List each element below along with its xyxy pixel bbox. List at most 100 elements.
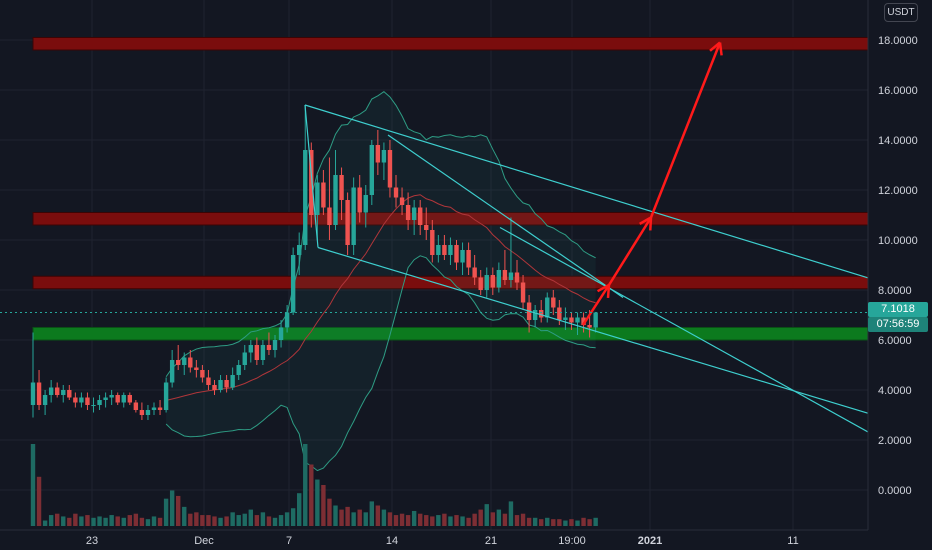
volume-bar (557, 519, 562, 526)
projection-arrow-segment (649, 42, 722, 218)
candle (478, 270, 483, 295)
candle (315, 175, 320, 240)
candle (139, 402, 145, 420)
candle-body (375, 145, 381, 163)
candle (357, 175, 362, 223)
volume-bar (442, 513, 447, 526)
candle (133, 400, 139, 413)
candle (405, 192, 411, 230)
volume-bar (206, 515, 211, 526)
candle (593, 312, 598, 333)
candle (448, 237, 453, 265)
candle (145, 405, 151, 420)
volume-bar (109, 515, 114, 526)
candle-body (278, 327, 284, 340)
arrow-head (649, 217, 653, 231)
volume-bar (133, 513, 139, 526)
zone-green (32, 327, 869, 341)
volume-bar (411, 510, 417, 526)
volume-bars (30, 444, 598, 526)
candle (297, 232, 302, 275)
x-tick-label: 2021 (638, 535, 662, 547)
volume-bar (188, 513, 193, 526)
candle-body (545, 297, 550, 318)
candle (545, 292, 550, 323)
y-tick-label: 0.0000 (878, 485, 912, 497)
candle-body (194, 367, 199, 370)
candle-body (127, 395, 132, 403)
candle (272, 335, 278, 358)
x-tick-label: 14 (386, 535, 398, 547)
volume-bar (260, 512, 266, 526)
candle-body (581, 317, 586, 325)
candle (496, 262, 502, 293)
volume-bar (236, 515, 241, 526)
candle (508, 217, 514, 288)
volume-bar (375, 505, 381, 526)
candle-body (36, 382, 42, 405)
candle-body (484, 275, 489, 290)
candle-body (30, 382, 36, 405)
candle (103, 392, 108, 408)
y-tick-label: 2.0000 (878, 435, 912, 447)
y-tick-label: 8.0000 (878, 285, 912, 297)
candle-body (145, 410, 151, 415)
candle-body (230, 375, 235, 388)
candle-body (206, 377, 211, 385)
candle-body (405, 205, 411, 220)
volume-bar (430, 516, 435, 526)
candle (411, 200, 417, 235)
y-tick-label: 18.0000 (878, 35, 918, 47)
candle-body (290, 255, 296, 313)
projection-arrow-segment (581, 284, 611, 326)
candle-body (351, 187, 356, 245)
candle (436, 235, 441, 263)
volume-bar (405, 515, 411, 526)
y-tick-label: 14.0000 (878, 135, 918, 147)
volume-bar (121, 517, 126, 526)
volume-bar (545, 517, 550, 526)
x-tick-label: 21 (485, 535, 497, 547)
candle-body (393, 187, 399, 198)
candle-body (42, 395, 48, 405)
candle (176, 345, 181, 370)
volume-bar (157, 517, 163, 526)
candle-body (97, 400, 102, 405)
candle-body (85, 397, 90, 405)
candle-body (587, 325, 592, 328)
y-tick-label: 16.0000 (878, 85, 918, 97)
bollinger-lower (165, 255, 596, 472)
bollinger-basis (165, 194, 596, 401)
candle-body (387, 150, 393, 188)
volume-bar (254, 515, 260, 526)
price-axis-bg (868, 0, 932, 550)
volume-bar (73, 513, 78, 526)
candle (163, 377, 169, 413)
volume-bar (242, 513, 247, 526)
volume-bar (484, 504, 489, 526)
volume-bar (91, 517, 96, 526)
candle-body (472, 267, 477, 278)
candle-body (381, 150, 387, 163)
candle-body (121, 395, 126, 403)
candle-body (91, 405, 96, 406)
candle-body (418, 207, 423, 225)
volume-bar (176, 495, 181, 526)
candle-body (514, 272, 520, 283)
volume-bar (42, 520, 48, 526)
volume-bar (551, 519, 556, 526)
candle (260, 340, 266, 365)
candle (466, 242, 471, 275)
arrow-head (596, 283, 610, 293)
candle-body (133, 402, 139, 410)
volume-bar (393, 515, 399, 526)
currency-label[interactable]: USDT (884, 3, 918, 22)
candle (520, 275, 526, 310)
volume-bar (454, 515, 459, 526)
trendline (317, 246, 932, 434)
candle-body (67, 390, 72, 398)
candles (30, 105, 598, 420)
candle (212, 380, 217, 395)
candle-body (61, 390, 66, 395)
